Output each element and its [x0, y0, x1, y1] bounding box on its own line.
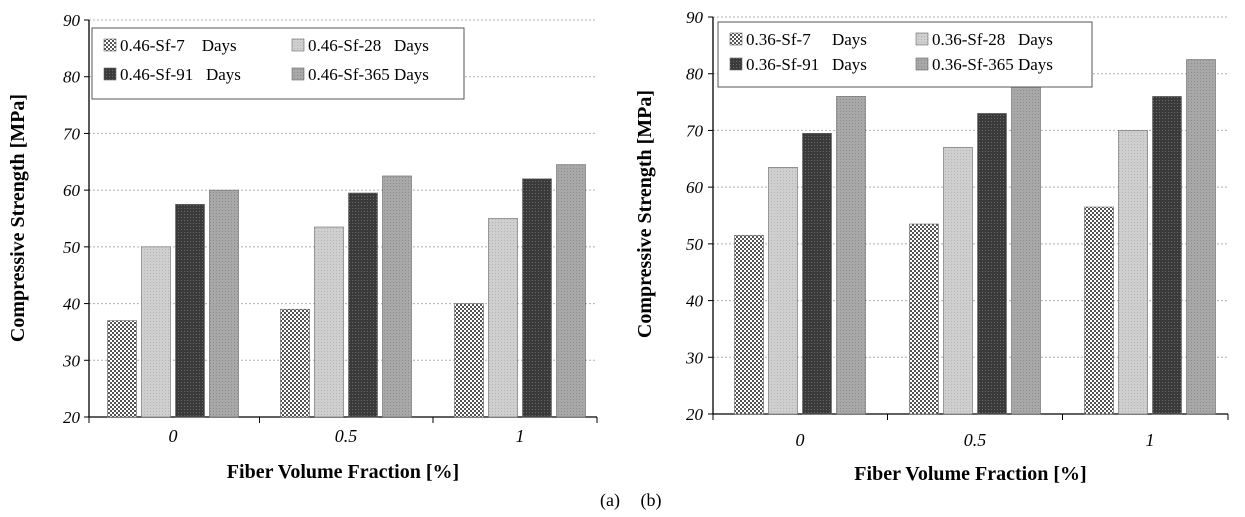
bar: [488, 218, 518, 418]
bar: [734, 235, 764, 415]
legend-label: 0.36-Sf-7 Days: [746, 30, 867, 49]
chart-panel-a: 20 30 40 50 60 70 80 90 0 0.5 1 Fiber Volume Fracti…: [7, 11, 598, 483]
legend-swatch: [915, 32, 929, 46]
legend-swatch: [729, 57, 743, 71]
legend-label: 0.46-Sf-7 Days: [120, 36, 237, 55]
x-tick-label: 0: [796, 430, 805, 450]
x-axis-label: Fiber Volume Fraction [%]: [854, 463, 1086, 485]
bar: [909, 223, 939, 415]
legend-label: 0.36-Sf-365 Days: [932, 55, 1053, 74]
x-tick-label: 0.5: [335, 426, 358, 446]
y-axis-label: Compressive Strength [MPa]: [634, 90, 656, 338]
bar: [1011, 84, 1041, 415]
chart-panel-b: 20 30 40 50 60 70 80 90 0 0.5 1 Fiber Volume Fracti…: [634, 8, 1229, 485]
bar: [556, 164, 586, 418]
bar: [1118, 130, 1148, 415]
y-tick-label: 20: [686, 405, 704, 424]
y-tick-label: 70: [686, 121, 704, 140]
y-tick-label: 70: [63, 124, 81, 143]
y-tick-label: 30: [685, 348, 704, 367]
bar: [348, 192, 378, 418]
bar: [280, 308, 310, 418]
bar: [141, 246, 171, 418]
bar: [522, 178, 552, 418]
bar: [836, 96, 866, 415]
legend-box: [717, 21, 1093, 88]
bar: [314, 226, 344, 418]
caption-a: (a): [600, 490, 620, 511]
bar: [209, 189, 239, 418]
legend-swatch: [103, 67, 117, 81]
bar: [768, 166, 798, 415]
bar: [382, 175, 412, 418]
y-tick-label: 50: [63, 238, 81, 257]
bar: [943, 147, 973, 415]
x-axis-label: Fiber Volume Fraction [%]: [227, 461, 459, 483]
x-tick-label: 1: [516, 426, 525, 446]
y-tick-label: 60: [686, 178, 704, 197]
y-tick-label: 60: [63, 181, 81, 200]
y-tick-label: 40: [63, 295, 81, 314]
x-tick-label: 0: [169, 426, 178, 446]
bar: [175, 204, 205, 418]
legend-label: 0.36-Sf-91 Days: [746, 55, 867, 74]
bar: [1152, 96, 1182, 415]
y-tick-label: 20: [63, 408, 81, 427]
legend-label: 0.46-Sf-365 Days: [308, 65, 429, 84]
legend-box: [91, 27, 465, 100]
y-tick-label: 30: [62, 351, 81, 370]
x-tick-label: 1: [1146, 430, 1155, 450]
bar: [107, 320, 137, 418]
bar: [1186, 59, 1216, 415]
legend-swatch: [103, 38, 117, 52]
y-tick-label: 40: [686, 292, 704, 311]
y-tick-label: 80: [686, 65, 704, 84]
y-tick-label: 50: [686, 235, 704, 254]
legend-swatch: [729, 32, 743, 46]
y-tick-label: 80: [63, 68, 81, 87]
legend-swatch: [291, 38, 305, 52]
y-axis-label: Compressive Strength [MPa]: [7, 94, 29, 342]
legend-label: 0.36-Sf-28 Days: [932, 30, 1053, 49]
bar: [977, 113, 1007, 415]
y-tick-label: 90: [686, 8, 704, 27]
bar: [1084, 206, 1114, 415]
caption-b: (b): [641, 490, 662, 511]
legend-label: 0.46-Sf-91 Days: [120, 65, 241, 84]
x-tick-label: 0.5: [964, 430, 987, 450]
bar: [802, 132, 832, 415]
y-tick-label: 90: [63, 11, 81, 30]
legend-label: 0.46-Sf-28 Days: [308, 36, 429, 55]
legend-swatch: [291, 67, 305, 81]
legend-swatch: [915, 57, 929, 71]
bar: [454, 303, 484, 418]
